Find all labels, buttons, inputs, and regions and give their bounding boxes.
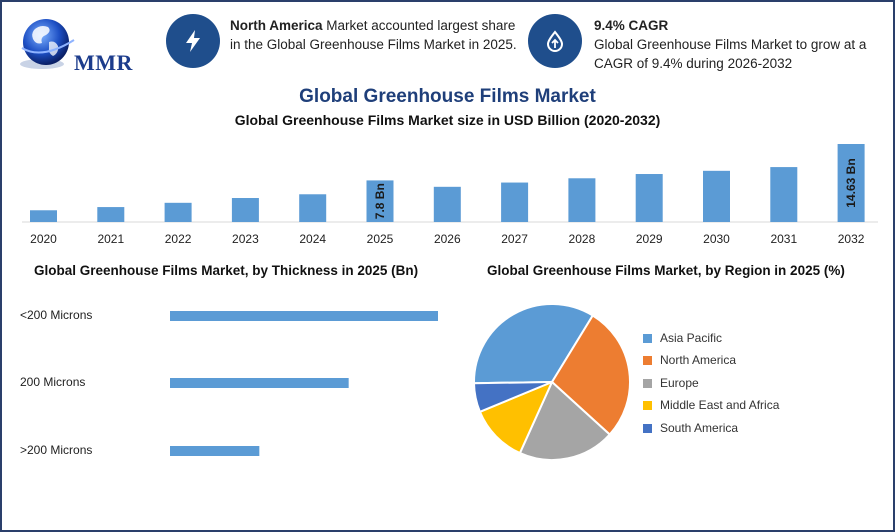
tick-label-2024: 2024 xyxy=(299,232,326,246)
legend-swatch-2 xyxy=(643,378,652,388)
bar-2028 xyxy=(568,178,596,222)
tick-label-2026: 2026 xyxy=(434,232,461,246)
logo-text: MMR xyxy=(74,50,133,75)
legend-label-1: North America xyxy=(660,353,737,367)
thickness-chart-title: Global Greenhouse Films Market, by Thick… xyxy=(34,263,419,278)
tick-label-2023: 2023 xyxy=(232,232,259,246)
info2-bold: 9.4% CAGR xyxy=(594,18,669,33)
info1-text: Market accounted largest share in the Gl… xyxy=(230,18,517,52)
bar-2024 xyxy=(299,194,327,222)
legend-item-0: Asia Pacific xyxy=(643,331,722,345)
tick-label-2028: 2028 xyxy=(569,232,596,246)
bar-2032 xyxy=(837,144,865,222)
tick-label-2031: 2031 xyxy=(770,232,797,246)
bar-2021 xyxy=(97,207,125,222)
tick-label-2030: 2030 xyxy=(703,232,730,246)
tick-label-2032: 2032 xyxy=(838,232,865,246)
bar-chart-title: Global Greenhouse Films Market size in U… xyxy=(234,112,661,128)
thickness-bar-2 xyxy=(170,446,260,456)
info-north-america: North America Market accounted largest s… xyxy=(230,16,520,54)
legend-label-3: Middle East and Africa xyxy=(660,398,780,412)
tick-label-2021: 2021 xyxy=(97,232,124,246)
bar-2026 xyxy=(433,186,461,222)
lightning-icon xyxy=(166,14,220,68)
thickness-label-1: 200 Microns xyxy=(20,375,86,389)
growth-icon xyxy=(528,14,582,68)
legend-label-2: Europe xyxy=(660,376,699,390)
legend-swatch-4 xyxy=(643,423,652,433)
market-size-bar-chart: 2020 2021 2022 2023 2024 2025 7.8 Bn 2026 2027 20… xyxy=(22,144,878,246)
globe-icon xyxy=(20,19,75,69)
bar-2020 xyxy=(30,210,57,222)
thickness-label-0: <200 Microns xyxy=(20,308,93,322)
bar-2023 xyxy=(231,198,259,222)
info2-text: Global Greenhouse Films Market to grow a… xyxy=(594,37,867,71)
data-label-2032: 14.63 Bn xyxy=(844,158,858,207)
pie-slice-1 xyxy=(550,314,631,436)
thickness-bar-chart xyxy=(170,311,438,456)
bar-2029 xyxy=(635,174,663,222)
legend-swatch-0 xyxy=(643,333,652,343)
info1-bold: North America xyxy=(230,18,323,33)
legend-swatch-3 xyxy=(643,400,652,410)
region-chart-title: Global Greenhouse Films Market, by Regio… xyxy=(487,263,845,278)
data-label-2025: 7.8 Bn xyxy=(373,183,387,219)
thickness-bar-1 xyxy=(170,378,349,388)
bar-2022 xyxy=(164,202,192,222)
legend-label-4: South America xyxy=(660,421,739,435)
tick-label-2029: 2029 xyxy=(636,232,663,246)
legend-label-0: Asia Pacific xyxy=(660,331,723,345)
tick-label-2027: 2027 xyxy=(501,232,528,246)
legend-item-1: North America xyxy=(643,353,736,367)
legend-item-2: Europe xyxy=(643,376,699,390)
tick-label-2025: 2025 xyxy=(367,232,394,246)
bar-2031 xyxy=(770,167,798,222)
pie-slice-4 xyxy=(472,381,553,414)
legend-item-4: South America xyxy=(643,421,738,435)
bar-2030 xyxy=(703,170,730,222)
legend-swatch-1 xyxy=(643,355,652,365)
main-title: Global Greenhouse Films Market xyxy=(299,86,596,107)
pie-slice-2 xyxy=(518,380,612,461)
tick-label-2020: 2020 xyxy=(30,232,57,246)
thickness-label-2: >200 Microns xyxy=(20,443,93,457)
tick-label-2022: 2022 xyxy=(165,232,192,246)
thickness-bar-0 xyxy=(170,311,438,321)
legend-item-3: Middle East and Africa xyxy=(643,398,779,412)
bar-2025 xyxy=(366,180,394,222)
region-pie-chart xyxy=(472,303,631,461)
bar-2027 xyxy=(501,182,529,222)
info-cagr: 9.4% CAGR Global Greenhouse Films Market… xyxy=(594,16,884,73)
mmr-logo: MMR xyxy=(16,12,136,76)
